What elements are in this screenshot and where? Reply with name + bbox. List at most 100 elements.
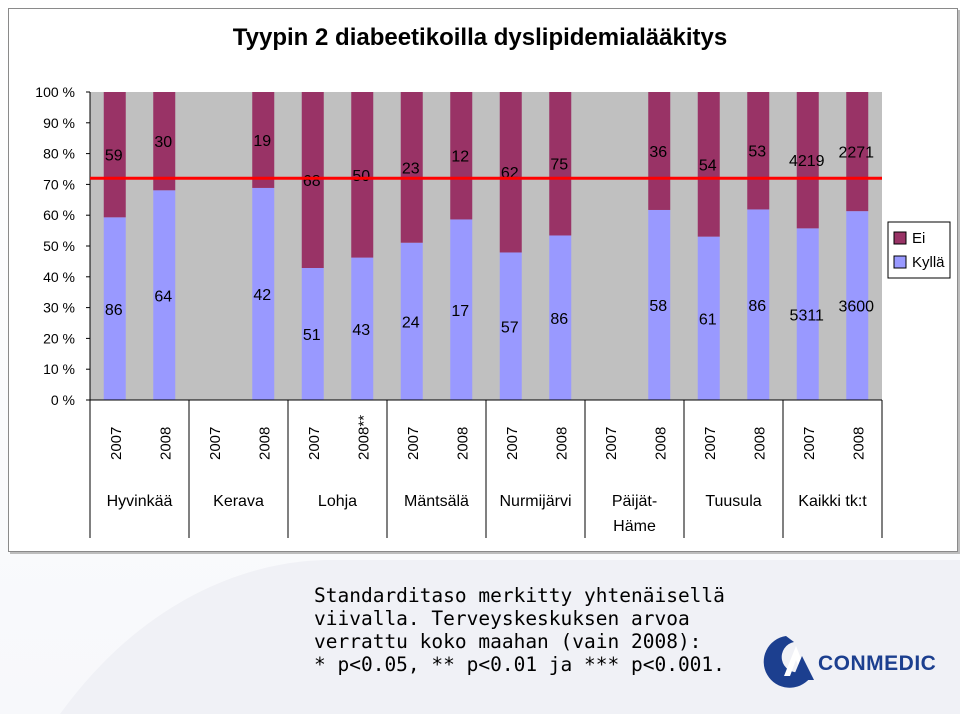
bar-segment-kylla [252,187,275,400]
y-tick-label: 40 % [43,269,75,285]
data-label-kylla: 3600 [838,299,874,316]
data-label-ei: 19 [253,133,271,150]
data-label-ei: 23 [402,160,420,177]
group-label: Päijät- [612,493,657,510]
y-tick-label: 80 % [43,146,75,162]
x-tick-label: 2007 [108,427,125,460]
group-label: Lohja [318,493,357,510]
footnote-line-1: Standarditaso merkitty yhtenäisellä [314,584,725,607]
x-tick-label: 2007 [306,427,323,460]
bar-segment-ei [796,92,819,229]
data-label-kylla: 86 [550,311,568,328]
bar-segment-ei [252,92,275,188]
bar-segment-ei [499,92,522,253]
bar-segment-ei [846,92,869,212]
x-tick-label: 2008 [256,427,273,460]
bar-segment-kylla [747,209,770,400]
data-label-ei: 12 [451,149,469,166]
y-tick-label: 90 % [43,115,75,131]
bar-segment-ei [351,92,374,258]
data-label-ei: 36 [649,144,667,161]
bar-segment-ei [103,92,126,218]
data-label-ei: 68 [303,173,321,190]
bar-segment-kylla [153,190,176,400]
legend-swatch-kylla [893,255,907,269]
data-label-kylla: 43 [352,322,370,339]
conmedic-logo: CONMEDIC [763,636,936,688]
data-label-kylla: 24 [402,315,420,332]
bar-segment-kylla [351,257,374,400]
legend-label-kylla: Kyllä [912,254,945,271]
x-tick-label: 2007 [207,427,224,460]
bar-segment-ei [747,92,770,210]
bar-segment-ei [549,92,572,236]
footnote: Standarditaso merkitty yhtenäisellä viiv… [314,584,754,676]
y-tick-label: 100 % [35,84,75,100]
data-label-ei: 2271 [838,145,874,162]
bar-segment-kylla [846,211,869,400]
x-tick-label: 2008 [157,427,174,460]
bar-segment-ei [301,92,324,268]
data-label-kylla: 42 [253,287,271,304]
y-tick-label: 20 % [43,330,75,346]
group-label: Tuusula [705,493,761,510]
data-label-kylla: 86 [748,298,766,315]
group-label: Nurmijärvi [500,493,572,510]
footnote-line-2: viivalla. Terveyskeskuksen arvoa [314,607,690,630]
y-tick-label: 60 % [43,207,75,223]
bar-segment-ei [697,92,720,237]
data-label-kylla: 51 [303,327,321,344]
data-label-kylla: 5311 [790,307,825,324]
y-tick-label: 30 % [43,300,75,316]
data-label-ei: 54 [699,157,717,174]
group-label-line2: Häme [613,518,656,535]
bar-segment-kylla [697,236,720,400]
data-label-ei: 75 [550,157,568,174]
data-label-ei: 53 [748,144,766,161]
data-label-ei: 4219 [789,153,825,170]
x-tick-label: 2007 [603,427,620,460]
data-label-ei: 30 [154,134,172,151]
x-tick-label: 2007 [702,427,719,460]
data-label-kylla: 64 [154,288,172,305]
bar-segment-ei [450,92,473,220]
x-tick-label: 2008 [850,427,867,460]
legend-box [887,221,951,279]
group-label: Mäntsälä [404,493,469,510]
group-label: Hyvinkää [107,493,173,510]
x-tick-label: 2007 [801,427,818,460]
bar-segment-kylla [648,209,671,400]
bar-segment-kylla [549,235,572,400]
legend-swatch-ei [893,231,907,245]
stacked-bar-chart: Tyypin 2 diabeetikoilla dyslipidemialääk… [35,24,951,538]
footnote-line-4: * p<0.05, ** p<0.01 ja *** p<0.001. [314,653,725,676]
group-label: Kaikki tk:t [798,493,867,510]
y-tick-label: 0 % [51,392,75,408]
x-tick-label: 2008 [454,427,471,460]
group-label: Kerava [213,493,264,510]
data-label-kylla: 57 [501,319,519,336]
y-tick-label: 10 % [43,361,75,377]
bar-segment-ei [153,92,176,191]
bar-segment-kylla [450,219,473,400]
data-label-ei: 50 [352,168,370,185]
bar-segment-kylla [103,217,126,400]
bar-segment-ei [400,92,423,243]
data-label-kylla: 17 [451,303,469,320]
x-tick-label: 2008** [355,415,372,460]
logo-wordmark: CONMEDIC [818,652,936,675]
data-label-kylla: 61 [699,311,717,328]
legend-label-ei: Ei [912,230,925,247]
bar-segment-kylla [499,252,522,400]
y-tick-label: 50 % [43,238,75,254]
bar-segment-kylla [796,228,819,400]
x-tick-label: 2008 [553,427,570,460]
y-tick-label: 70 % [43,176,75,192]
bar-segment-kylla [400,242,423,400]
x-tick-label: 2008 [652,427,669,460]
bar-segment-kylla [301,268,324,400]
bar-segment-ei [648,92,671,210]
chart-title: Tyypin 2 diabeetikoilla dyslipidemialääk… [233,24,727,51]
x-tick-label: 2007 [504,427,521,460]
data-label-ei: 59 [105,148,123,165]
